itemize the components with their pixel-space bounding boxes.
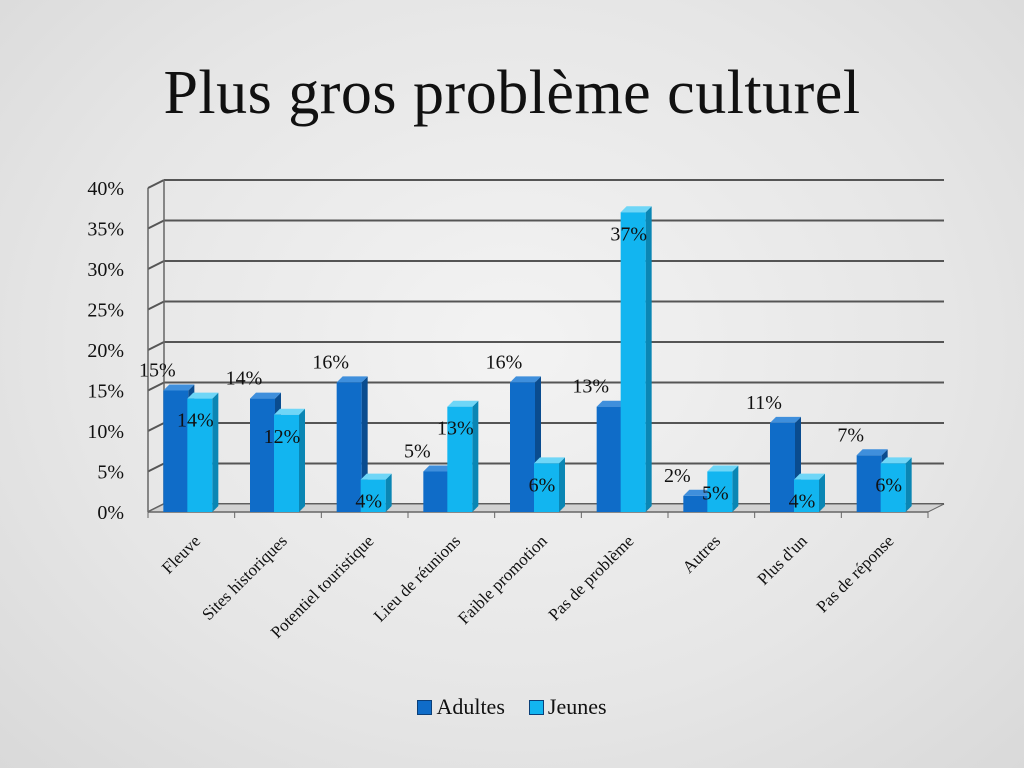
legend-label-adultes: Adultes bbox=[436, 694, 505, 719]
slide-title: Plus gros problème culturel bbox=[163, 59, 861, 127]
bar-adultes bbox=[510, 382, 535, 512]
bar-top bbox=[163, 384, 195, 391]
data-label: 14% bbox=[177, 410, 214, 432]
bar-top bbox=[534, 457, 565, 464]
gridline-side bbox=[147, 179, 165, 189]
x-tick-label: Fleuve bbox=[158, 531, 204, 577]
bar-top bbox=[274, 408, 305, 415]
bar-jeunes bbox=[447, 406, 473, 512]
chart-bars bbox=[163, 206, 912, 513]
data-label: 6% bbox=[875, 474, 902, 496]
legend-item-adultes: Adultes bbox=[417, 694, 505, 720]
data-label: 12% bbox=[264, 426, 301, 448]
x-tick-label: Lieu de réunions bbox=[370, 531, 464, 625]
bar-top bbox=[794, 473, 825, 480]
bar-side bbox=[732, 465, 739, 512]
bar-jeunes bbox=[274, 414, 299, 512]
data-label: 4% bbox=[789, 491, 816, 513]
bar-jeunes bbox=[794, 479, 819, 512]
x-tick-label: Pas de problème bbox=[545, 531, 638, 624]
bar-jeunes bbox=[534, 463, 559, 512]
data-label: 5% bbox=[702, 483, 729, 505]
y-tick-label: 0% bbox=[97, 502, 124, 524]
y-tick-label: 10% bbox=[87, 421, 124, 443]
gridline-side bbox=[147, 219, 165, 230]
x-tick-label: Pas de réponse bbox=[813, 531, 898, 616]
bar-top bbox=[683, 489, 715, 496]
y-tick-label: 15% bbox=[87, 381, 124, 403]
bar-top bbox=[620, 206, 652, 213]
gridline-side bbox=[147, 300, 165, 311]
bar-top bbox=[707, 465, 739, 472]
bar-adultes bbox=[596, 406, 622, 512]
data-label: 5% bbox=[404, 441, 431, 463]
bar-side bbox=[299, 408, 305, 512]
bar-jeunes bbox=[187, 398, 213, 512]
bar-side bbox=[905, 457, 912, 512]
bar-top bbox=[596, 400, 628, 407]
data-label: 14% bbox=[226, 368, 263, 390]
bar-top bbox=[250, 392, 281, 399]
bar-jeunes bbox=[620, 212, 646, 513]
x-tick-label: Plus d'un bbox=[753, 531, 811, 589]
bar-top bbox=[336, 376, 368, 383]
legend-swatch-jeunes bbox=[528, 699, 544, 715]
x-tick-label: Autres bbox=[679, 531, 724, 576]
bar-adultes bbox=[423, 471, 449, 512]
bar-side bbox=[819, 473, 825, 512]
legend-item-jeunes: Jeunes bbox=[528, 694, 607, 720]
data-label: 13% bbox=[572, 376, 609, 398]
legend-swatch-adultes bbox=[417, 699, 433, 715]
data-label: 4% bbox=[355, 491, 382, 513]
data-label: 16% bbox=[486, 351, 523, 373]
x-tick-label: Faible promotion bbox=[454, 531, 551, 628]
y-tick-label: 20% bbox=[87, 340, 124, 362]
bar-top bbox=[187, 392, 219, 399]
gridline-side bbox=[147, 341, 165, 351]
gridline-side bbox=[147, 462, 165, 473]
chart-legend: Adultes Jeunes bbox=[0, 694, 1024, 720]
y-tick-label: 5% bbox=[97, 462, 124, 484]
bar-side bbox=[212, 392, 219, 512]
bar-side bbox=[645, 206, 652, 513]
y-tick-label: 35% bbox=[87, 219, 124, 241]
bar-top bbox=[360, 473, 392, 480]
bar-jeunes bbox=[360, 479, 386, 512]
data-label: 13% bbox=[437, 418, 474, 440]
bar-top bbox=[856, 449, 888, 456]
bar-jeunes bbox=[707, 471, 733, 512]
bar-top bbox=[770, 416, 801, 423]
data-label: 2% bbox=[664, 465, 691, 487]
data-label: 16% bbox=[312, 351, 349, 373]
bar-adultes bbox=[163, 390, 189, 512]
gridline-side bbox=[147, 381, 165, 392]
y-tick-label: 30% bbox=[87, 259, 124, 281]
bar-adultes bbox=[856, 455, 882, 512]
y-tick-label: 40% bbox=[87, 178, 124, 200]
bar-jeunes bbox=[880, 463, 906, 512]
bar-top bbox=[423, 465, 455, 472]
bar-adultes bbox=[683, 495, 709, 512]
data-label: 6% bbox=[529, 474, 556, 496]
y-tick-label: 25% bbox=[87, 300, 124, 322]
gridline-side bbox=[147, 422, 165, 432]
bar-top bbox=[510, 376, 541, 383]
bar-side bbox=[385, 473, 392, 512]
bar-adultes bbox=[770, 422, 795, 512]
chart-labels: 0% 5% 10% 15% 20% 25% 30% 35% 40% 15% 14% Fleuve 14%… bbox=[87, 178, 902, 642]
x-tick-label: Sites historiques bbox=[198, 531, 291, 624]
data-label: 15% bbox=[139, 360, 176, 382]
bar-side bbox=[559, 457, 565, 512]
bar-adultes bbox=[250, 398, 275, 512]
gridline-side bbox=[147, 260, 165, 270]
data-label: 11% bbox=[746, 392, 782, 414]
bar-adultes bbox=[336, 382, 362, 512]
data-label: 37% bbox=[610, 223, 647, 245]
data-label: 7% bbox=[837, 424, 864, 446]
legend-label-jeunes: Jeunes bbox=[547, 694, 607, 719]
bar-side bbox=[472, 400, 479, 512]
bar-top bbox=[880, 457, 912, 464]
bar-top bbox=[447, 400, 479, 407]
